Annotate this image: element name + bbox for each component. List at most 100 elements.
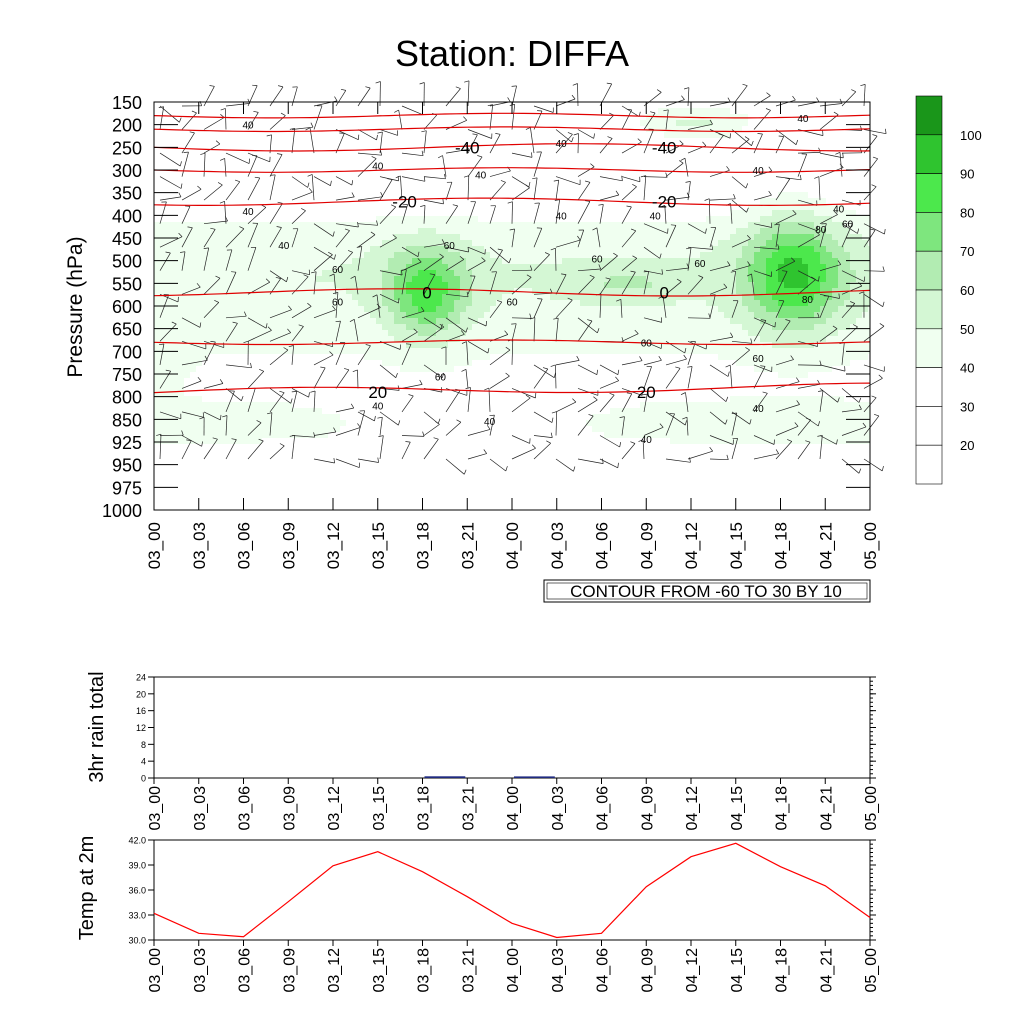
rh-cell <box>406 318 412 324</box>
rh-cell <box>532 228 538 234</box>
rh-cell <box>832 222 838 228</box>
rh-cell <box>778 360 784 366</box>
rh-cell <box>760 204 766 210</box>
wind-barb <box>401 176 425 182</box>
rh-cell <box>268 300 274 306</box>
rh-cell <box>514 306 520 312</box>
rh-cell <box>448 288 454 294</box>
rh-cell <box>412 240 418 246</box>
rh-cell <box>454 258 460 264</box>
rh-cell <box>466 306 472 312</box>
wind-barb <box>291 388 309 398</box>
rh-cell <box>712 126 718 132</box>
rh-cell <box>760 210 766 216</box>
rh-cell <box>844 354 850 360</box>
rh-cell <box>676 282 682 288</box>
wind-barb <box>530 127 535 154</box>
rh-cell <box>730 354 736 360</box>
rh-cell <box>784 408 790 414</box>
rh-cell <box>250 300 256 306</box>
rh-cell <box>832 288 838 294</box>
rh-cell <box>196 438 202 444</box>
rh-cell <box>352 306 358 312</box>
panel-time-label: 03_21 <box>460 786 477 831</box>
rh-cell <box>250 264 256 270</box>
rh-cell <box>268 234 274 240</box>
rh-cell <box>796 408 802 414</box>
rh-cell <box>634 348 640 354</box>
rh-cell <box>670 408 676 414</box>
rh-cell <box>604 294 610 300</box>
wind-barb-flag <box>630 270 636 273</box>
rh-cell <box>796 294 802 300</box>
wind-barb <box>159 105 180 123</box>
wind-barb <box>709 101 731 107</box>
wind-barb-flag <box>487 425 491 430</box>
rh-cell <box>154 234 160 240</box>
rh-cell <box>862 234 868 240</box>
contour-note: CONTOUR FROM -60 TO 30 BY 10 <box>570 582 842 601</box>
pressure-tick-label: 550 <box>112 274 142 294</box>
rh-cell <box>256 288 262 294</box>
rh-cell <box>802 402 808 408</box>
rh-cell <box>670 312 676 318</box>
rh-cell <box>364 276 370 282</box>
wind-barb-flag <box>320 366 326 369</box>
rh-cell <box>700 426 706 432</box>
wind-barb <box>247 152 270 163</box>
wind-barb <box>731 438 738 460</box>
rh-cell <box>634 336 640 342</box>
rh-cell <box>658 258 664 264</box>
rh-cell <box>484 240 490 246</box>
rh-cell <box>370 264 376 270</box>
wind-barb-flag <box>365 86 371 89</box>
rh-cell <box>406 234 412 240</box>
wind-barb-flag <box>495 133 501 135</box>
rh-cell <box>832 228 838 234</box>
rh-cell <box>640 288 646 294</box>
rh-cell <box>634 318 640 324</box>
wind-barb <box>709 287 728 295</box>
rh-cell <box>556 318 562 324</box>
rh-cell <box>364 222 370 228</box>
rh-cell <box>820 246 826 252</box>
rh-cell <box>598 276 604 282</box>
wind-barb-flag <box>387 178 393 180</box>
rh-cell <box>460 348 466 354</box>
rh-cell <box>634 414 640 420</box>
wind-barb <box>291 391 298 412</box>
rh-cell <box>526 258 532 264</box>
wind-barb-flag <box>203 247 209 249</box>
wind-barb <box>841 426 867 436</box>
rh-cell <box>616 234 622 240</box>
rh-cell <box>154 378 160 384</box>
rh-cell <box>280 414 286 420</box>
wind-barb-flag <box>286 276 289 282</box>
rh-cell <box>646 318 652 324</box>
panel-time-label: 03_09 <box>281 948 298 993</box>
rh-cell <box>622 228 628 234</box>
wind-barb <box>533 435 553 438</box>
rh-cell <box>568 318 574 324</box>
rh-cell <box>670 126 676 132</box>
wind-barb-flag <box>477 155 483 158</box>
rh-cell <box>652 222 658 228</box>
rh-cell <box>238 312 244 318</box>
rh-cell <box>868 318 870 324</box>
rh-cell <box>712 246 718 252</box>
rh-cell <box>652 126 658 132</box>
rh-cell <box>628 258 634 264</box>
rh-cell <box>250 414 256 420</box>
rh-cell <box>190 294 196 300</box>
rh-cell <box>196 336 202 342</box>
rh-cell <box>316 234 322 240</box>
wind-barb-flag <box>463 469 467 475</box>
rh-cell <box>616 336 622 342</box>
rh-cell <box>370 348 376 354</box>
rh-cell <box>838 252 844 258</box>
rh-cell <box>808 300 814 306</box>
rh-cell <box>754 354 760 360</box>
rh-cell <box>772 258 778 264</box>
rh-cell <box>868 408 870 414</box>
rh-cell <box>484 330 490 336</box>
